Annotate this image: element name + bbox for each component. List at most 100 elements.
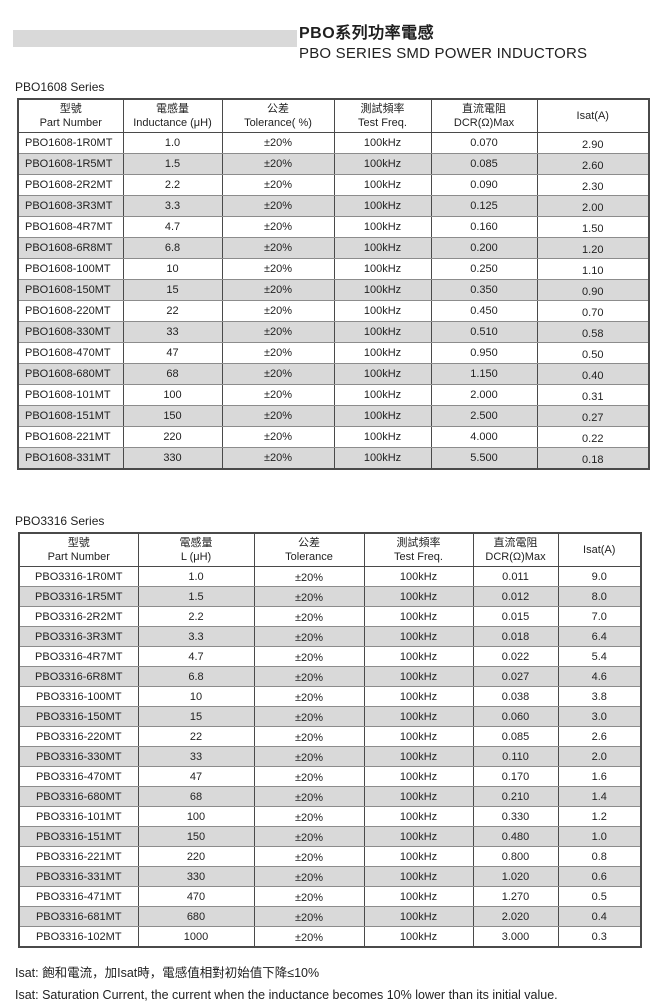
table-row: PBO1608-331MT 330 ±20% 100kHz 5.500 0.18 [17, 447, 650, 470]
table-cell: PBO1608-150MT [17, 279, 124, 301]
column-header-text: 公差 [298, 537, 320, 549]
table-cell: ±20% [253, 746, 365, 767]
column-header: 直流電阻 DCR(Ω)Max [472, 532, 559, 567]
table-cell: ±20% [253, 626, 365, 647]
table-row: PBO3316-220MT 22 ±20% 100kHz 0.085 2.6 [18, 726, 642, 747]
table-cell: PBO3316-100MT [18, 686, 139, 707]
table-cell: PBO3316-150MT [18, 706, 139, 727]
table-cell: 100kHz [333, 384, 432, 406]
table-cell: PBO1608-330MT [17, 321, 124, 343]
table-cell: ±20% [253, 786, 365, 807]
table-cell: 0.090 [430, 174, 538, 196]
table-cell: 0.950 [430, 342, 538, 364]
pbo3316-table: 型號 Part Number 電感量 L (μH) 公差 Tolerance 測試頻率 Tes… [18, 532, 642, 948]
table-cell: 100kHz [363, 826, 474, 847]
table-cell: PBO3316-1R0MT [18, 566, 139, 587]
table-cell: ±20% [253, 886, 365, 907]
table-cell: ±20% [253, 606, 365, 627]
table-row: PBO3316-330MT 33 ±20% 100kHz 0.110 2.0 [18, 746, 642, 767]
table-cell: PBO3316-101MT [18, 806, 139, 827]
table-cell: 0.085 [472, 726, 559, 747]
table-cell: 0.070 [430, 132, 538, 154]
table-cell: 3.0 [557, 706, 642, 727]
table-cell: 10 [137, 686, 255, 707]
table-cell: 220 [137, 846, 255, 867]
table-cell: 2.2 [122, 174, 223, 196]
table-row: PBO1608-100MT 10 ±20% 100kHz 0.250 1.10 [17, 258, 650, 280]
table-cell: 100kHz [333, 132, 432, 154]
table-row: PBO1608-150MT 15 ±20% 100kHz 0.350 0.90 [17, 279, 650, 301]
table-cell: 68 [137, 786, 255, 807]
table-cell: 330 [122, 447, 223, 470]
table-cell: 47 [137, 766, 255, 787]
table-cell: 680 [137, 906, 255, 927]
column-header: 型號 Part Number [17, 98, 124, 133]
table-cell: 0.3 [557, 926, 642, 948]
column-header-text: 電感量 [156, 103, 189, 115]
table-row: PBO1608-221MT 220 ±20% 100kHz 4.000 0.22 [17, 426, 650, 448]
table-cell: ±20% [253, 806, 365, 827]
column-header-text: 直流電阻 [462, 103, 506, 115]
table-cell: 0.018 [472, 626, 559, 647]
table-cell: 7.0 [557, 606, 642, 627]
table-cell: 100kHz [363, 926, 474, 948]
column-header-text: Inductance (μH) [133, 117, 212, 129]
page-title-en: PBO SERIES SMD POWER INDUCTORS [299, 45, 588, 62]
table-cell: 0.58 [536, 321, 650, 343]
table-cell: 22 [122, 300, 223, 322]
footnotes: Isat: 飽和電流，加Isat時，電感值相對初始值下降≤10% Isat: S… [15, 962, 655, 1006]
table-cell: 0.800 [472, 846, 559, 867]
table-cell: 1000 [137, 926, 255, 948]
table-cell: PBO3316-3R3MT [18, 626, 139, 647]
table-cell: 0.250 [430, 258, 538, 280]
footnote-zh: Isat: 飽和電流，加Isat時，電感值相對初始值下降≤10% [15, 966, 320, 980]
table-cell: PBO3316-471MT [18, 886, 139, 907]
table-row: PBO3316-221MT 220 ±20% 100kHz 0.800 0.8 [18, 846, 642, 867]
table-cell: 1.150 [430, 363, 538, 385]
table-cell: 68 [122, 363, 223, 385]
column-header-text: Isat(A) [583, 544, 616, 556]
table-cell: 1.020 [472, 866, 559, 887]
table-cell: 0.085 [430, 153, 538, 175]
table-cell: PBO3316-102MT [18, 926, 139, 948]
table-cell: 0.8 [557, 846, 642, 867]
table-cell: 0.160 [430, 216, 538, 238]
table-cell: 100 [122, 384, 223, 406]
table-cell: ±20% [253, 866, 365, 887]
table-row: PBO1608-220MT 22 ±20% 100kHz 0.450 0.70 [17, 300, 650, 322]
title-block: PBO系列功率電感 PBO SERIES SMD POWER INDUCTORS [299, 24, 587, 64]
table-cell: 3.3 [137, 626, 255, 647]
column-header-text: 型號 [67, 537, 90, 549]
table-row: PBO3316-470MT 47 ±20% 100kHz 0.170 1.6 [18, 766, 642, 787]
column-header: 測試頻率 Test Freq. [333, 98, 432, 133]
table-cell: 1.6 [557, 766, 642, 787]
page-header: PBO系列功率電感 PBO SERIES SMD POWER INDUCTORS [0, 0, 655, 78]
table-cell: 0.011 [472, 566, 559, 587]
table-cell: 2.00 [536, 195, 650, 217]
table-cell: 100kHz [363, 806, 474, 827]
table-row: PBO3316-1R5MT 1.5 ±20% 100kHz 0.012 8.0 [18, 586, 642, 607]
table-cell: 3.3 [122, 195, 223, 217]
table-cell: ±20% [221, 153, 335, 175]
table-cell: 0.480 [472, 826, 559, 847]
table-cell: 0.015 [472, 606, 559, 627]
column-header: 公差 Tolerance [253, 532, 365, 567]
table-row: PBO3316-331MT 330 ±20% 100kHz 1.020 0.6 [18, 866, 642, 887]
table-cell: 100kHz [363, 786, 474, 807]
table-cell: 100kHz [363, 766, 474, 787]
table-cell: 100kHz [363, 686, 474, 707]
table-cell: 0.170 [472, 766, 559, 787]
table-cell: 4.7 [137, 646, 255, 667]
table-cell: 33 [122, 321, 223, 343]
table-cell: ±20% [221, 342, 335, 364]
table-cell: 100kHz [333, 216, 432, 238]
table-cell: 100kHz [363, 586, 474, 607]
table-cell: 3.8 [557, 686, 642, 707]
table-cell: 2.30 [536, 174, 650, 196]
column-header-text: 型號 [59, 103, 82, 115]
table-cell: 0.012 [472, 586, 559, 607]
table-cell: ±20% [253, 766, 365, 787]
table-cell: 15 [122, 279, 223, 301]
table-cell: ±20% [221, 447, 335, 470]
column-header-text: Part Number [47, 551, 110, 563]
